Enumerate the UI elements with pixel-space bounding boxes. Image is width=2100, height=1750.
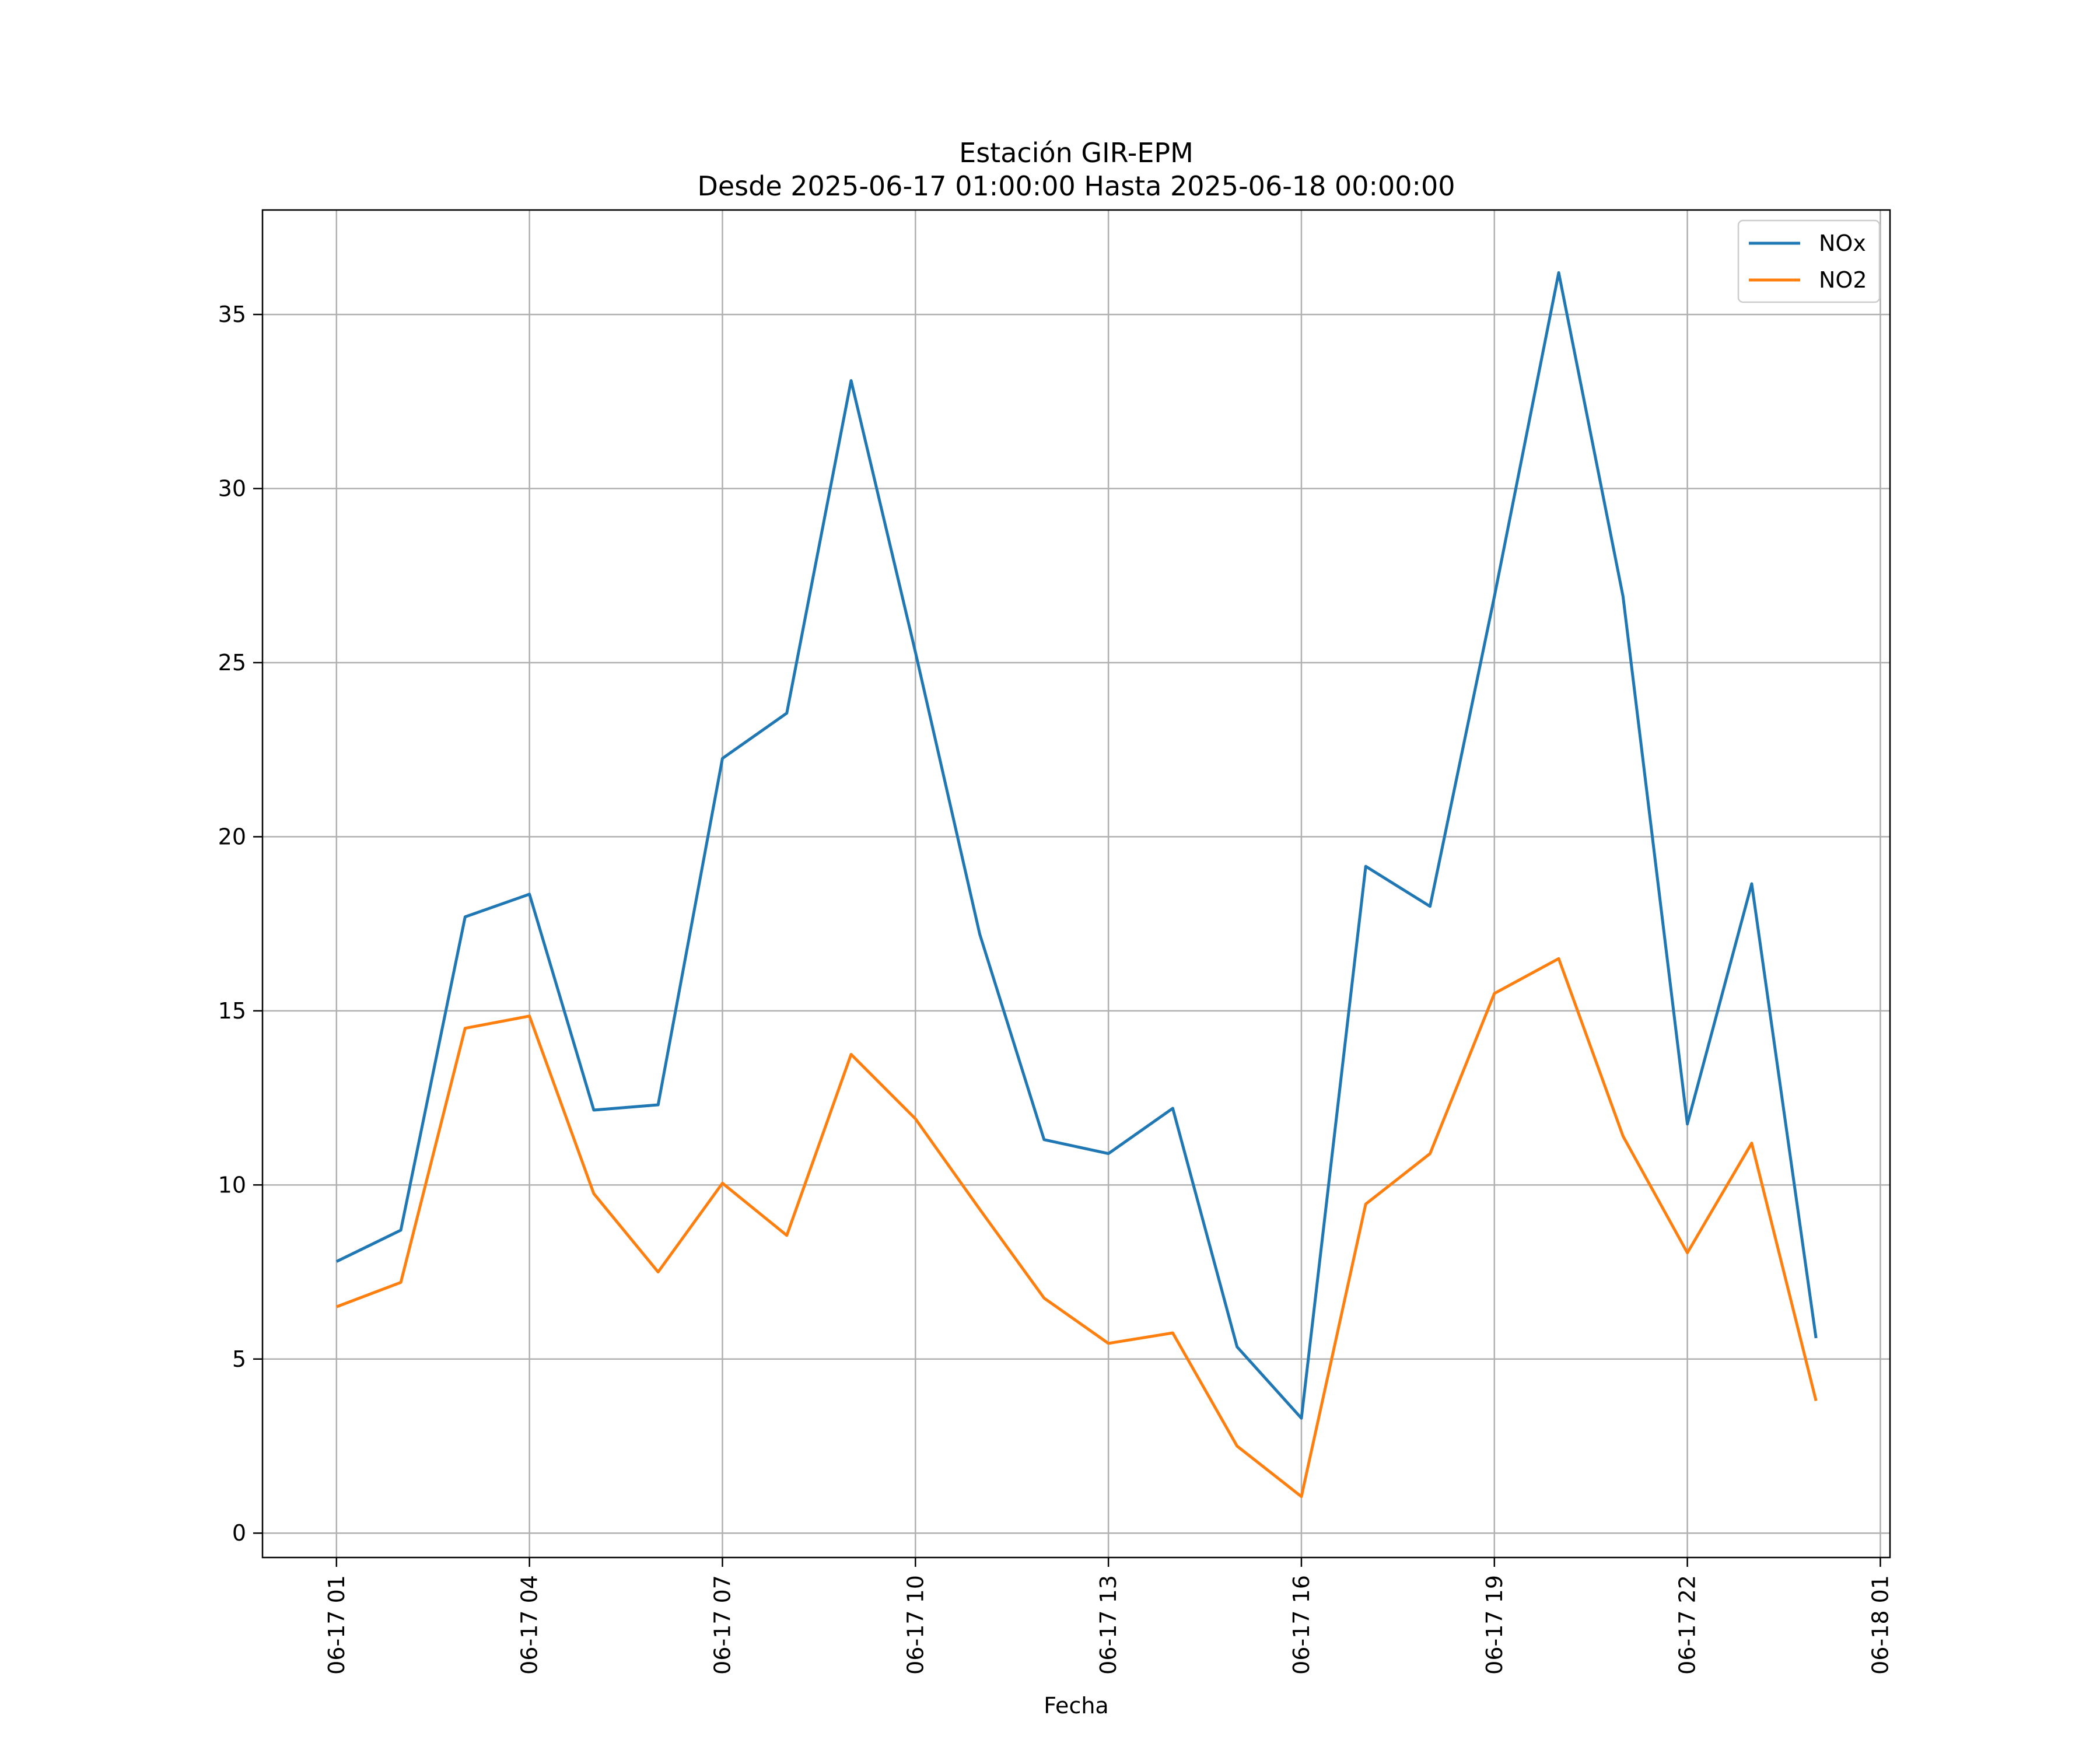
x-tick-label: 06-17 04: [517, 1575, 542, 1675]
x-tick-label: 06-18 01: [1867, 1575, 1893, 1675]
x-tick-label: 06-17 10: [902, 1575, 928, 1675]
x-tick-label: 06-17 19: [1482, 1575, 1507, 1675]
y-tick-label: 20: [218, 824, 246, 849]
y-tick-label: 10: [218, 1172, 246, 1198]
y-tick-label: 5: [232, 1346, 246, 1372]
series-line-no2: [335, 957, 1818, 1499]
legend-label-nox: NOx: [1819, 230, 1866, 256]
y-tick-label: 35: [218, 302, 246, 327]
tick-layer: 06-17 01 06-17 04 06-17 07 06-17 10 06-17 13…: [218, 302, 1894, 1675]
series-layer: [335, 271, 1818, 1499]
y-tick-label: 15: [218, 998, 246, 1024]
grid-layer: [262, 210, 1890, 1558]
legend-label-no2: NO2: [1819, 267, 1867, 293]
x-tick-label: 06-17 16: [1289, 1575, 1314, 1675]
x-axis-label: Fecha: [1044, 1693, 1108, 1718]
y-tick-label: 0: [232, 1520, 246, 1546]
x-tick-label: 06-17 07: [709, 1575, 735, 1675]
series-line-nox: [335, 271, 1818, 1420]
plot-area: [262, 210, 1890, 1558]
x-tick-label: 06-17 22: [1675, 1575, 1700, 1675]
chart-subtitle: Desde 2025-06-17 01:00:00 Hasta 2025-06-…: [697, 170, 1455, 202]
legend: NOx NO2: [1737, 219, 1881, 303]
x-tick-label: 06-17 13: [1096, 1575, 1121, 1675]
y-tick-label: 25: [218, 650, 246, 676]
y-tick-label: 30: [218, 476, 246, 502]
chart-title: Estación GIR-EPM: [959, 137, 1194, 169]
legend-box: [1737, 219, 1881, 303]
x-tick-label: 06-17 01: [324, 1575, 349, 1675]
plot-frame: [261, 209, 1891, 1559]
